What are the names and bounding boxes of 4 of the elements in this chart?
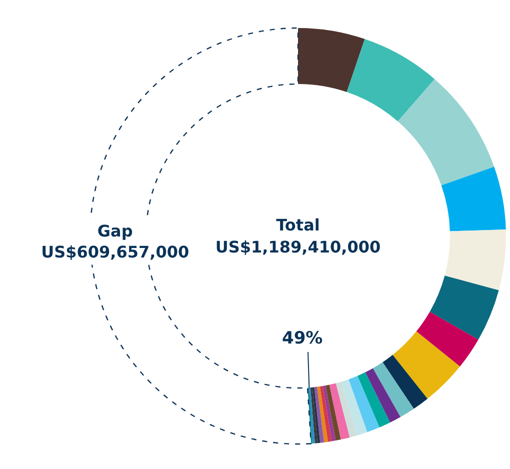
slice-label: Gap bbox=[97, 222, 133, 241]
data-label: US$609,657,000 bbox=[41, 242, 190, 262]
text: 49% bbox=[282, 328, 323, 348]
text: Total US$1,189,410,000 bbox=[215, 216, 381, 256]
